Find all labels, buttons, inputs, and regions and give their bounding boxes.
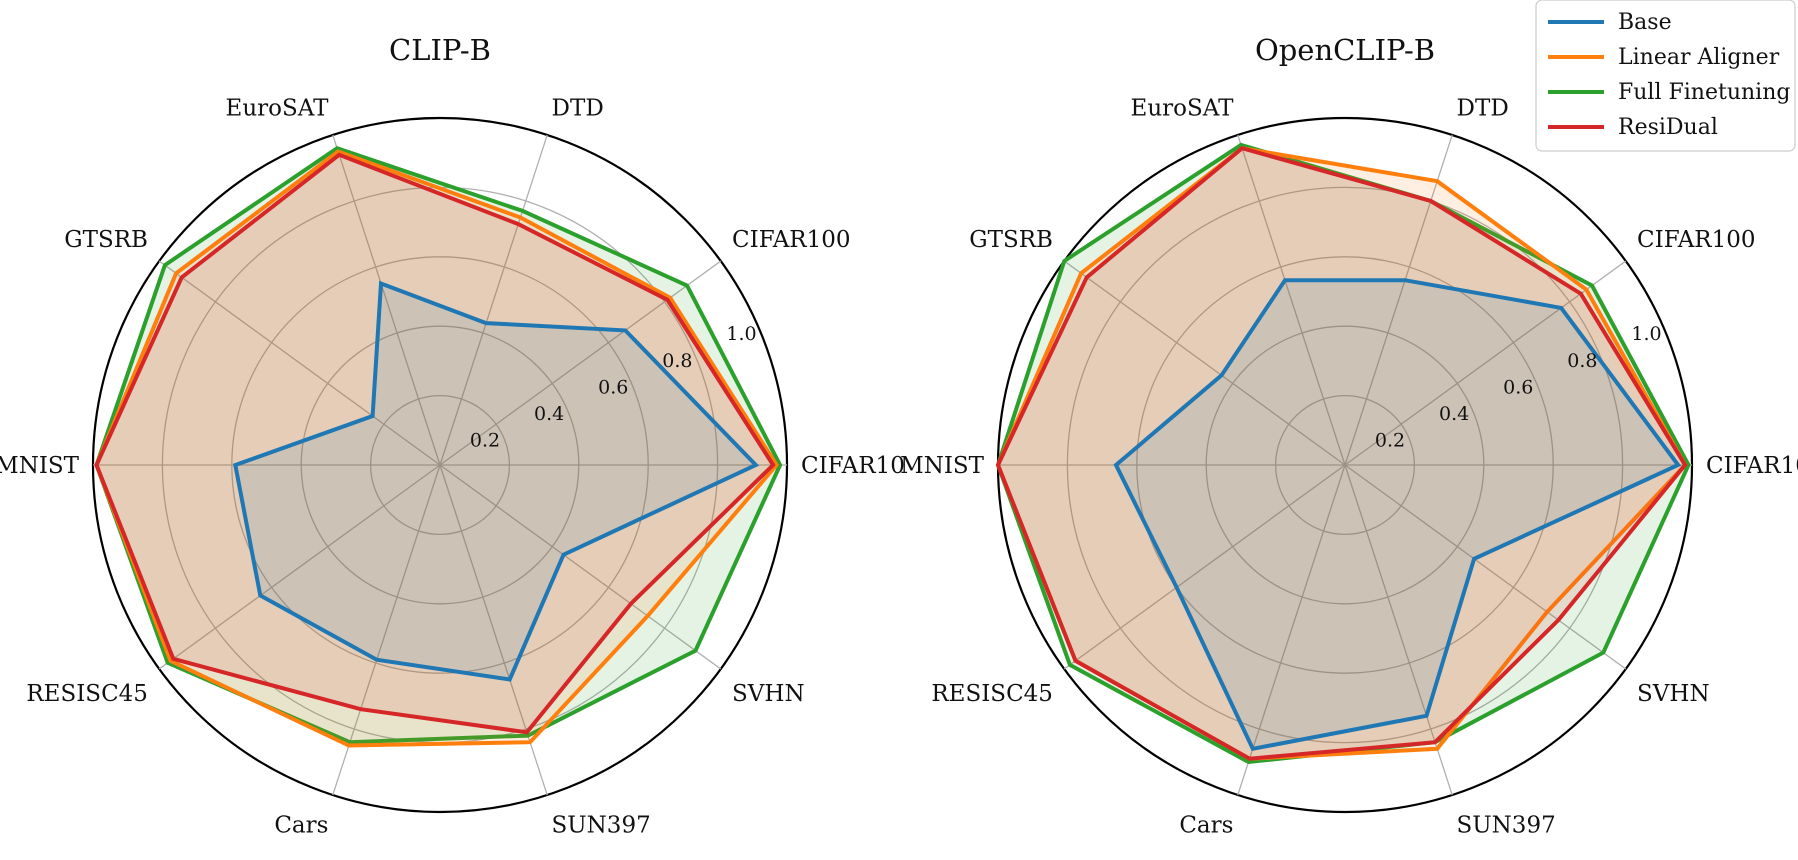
series-line-residual xyxy=(995,145,1688,761)
r-tick-label-1: 0.4 xyxy=(534,403,564,425)
spoke-cifar100 xyxy=(1344,260,1627,466)
r-tick-label-2: 0.6 xyxy=(1503,376,1533,398)
category-label-svhn: SVHN xyxy=(732,681,805,707)
series-line-base xyxy=(1113,278,1682,752)
spoke-resisc45 xyxy=(1063,464,1346,670)
r-tick-label-4: 1.0 xyxy=(1631,323,1661,345)
spoke-resisc45 xyxy=(158,464,441,670)
series-area-base xyxy=(1116,280,1679,749)
category-label-svhn: SVHN xyxy=(1637,681,1710,707)
spoke-eurosat xyxy=(332,134,441,466)
spoke-eurosat xyxy=(1237,134,1346,466)
r-tick-label-3: 0.8 xyxy=(1567,350,1597,372)
r-tick-label-0: 0.2 xyxy=(470,429,500,451)
category-label-cifar10: CIFAR10 xyxy=(1706,453,1798,479)
legend-entry-linear-aligner: Linear Aligner xyxy=(1548,45,1780,70)
radar-panel-clip-b: CLIP-B 0.2 0.4 0.6 0.8 1.0 CIFAR10 CIFAR100 DTD E… xyxy=(0,33,905,838)
category-label-eurosat: EuroSAT xyxy=(226,96,330,122)
legend: Base Linear Aligner Full Finetuning Resi… xyxy=(1535,0,1796,152)
category-label-sun397: SUN397 xyxy=(552,812,651,838)
legend-label-residual: ResiDual xyxy=(1618,115,1718,140)
spoke-cars xyxy=(1237,464,1346,796)
r-tick-label-1: 0.4 xyxy=(1439,403,1469,425)
legend-entry-residual: ResiDual xyxy=(1548,115,1718,140)
spoke-svhn xyxy=(439,464,722,670)
category-label-cars: Cars xyxy=(274,812,328,838)
category-label-gtsrb: GTSRB xyxy=(969,227,1053,253)
spoke-sun397 xyxy=(1344,464,1453,796)
series-line-residual xyxy=(94,152,776,735)
spoke-cifar100 xyxy=(439,260,722,466)
legend-entry-full-finetuning: Full Finetuning xyxy=(1548,80,1790,105)
legend-label-base: Base xyxy=(1618,10,1672,35)
chart-title-clip-b: CLIP-B xyxy=(389,33,491,67)
series-area-base xyxy=(235,283,756,680)
category-label-dtd: DTD xyxy=(1457,96,1509,122)
r-tick-label-3: 0.8 xyxy=(662,350,692,372)
chart-title-openclip-b: OpenCLIP-B xyxy=(1255,33,1435,67)
r-tick-label-0: 0.2 xyxy=(1375,429,1405,451)
series-area-full-finetuning xyxy=(96,148,781,743)
spoke-cars xyxy=(332,464,441,796)
category-label-mnist: MNIST xyxy=(0,453,80,479)
legend-entry-base: Base xyxy=(1548,10,1672,35)
category-label-cifar100: CIFAR100 xyxy=(1637,227,1755,253)
spoke-sun397 xyxy=(439,464,548,796)
category-label-dtd: DTD xyxy=(552,96,604,122)
category-label-gtsrb: GTSRB xyxy=(64,227,148,253)
radar-panel-openclip-b: OpenCLIP-B 0.2 0.4 0.6 0.8 1.0 CIFAR10 CIFAR100… xyxy=(900,33,1798,838)
category-label-cifar100: CIFAR100 xyxy=(732,227,850,253)
category-label-cifar10: CIFAR10 xyxy=(801,453,905,479)
category-label-mnist: MNIST xyxy=(900,453,985,479)
category-label-sun397: SUN397 xyxy=(1457,812,1556,838)
spoke-dtd xyxy=(439,134,548,466)
spoke-dtd xyxy=(1344,134,1453,466)
r-tick-label-2: 0.6 xyxy=(598,376,628,398)
category-label-resisc45: RESISC45 xyxy=(931,681,1053,707)
category-label-resisc45: RESISC45 xyxy=(26,681,148,707)
series-line-base xyxy=(233,280,760,682)
spoke-svhn xyxy=(1344,464,1627,670)
legend-label-linear-aligner: Linear Aligner xyxy=(1618,45,1780,70)
spoke-gtsrb xyxy=(158,260,441,466)
legend-label-full-finetuning: Full Finetuning xyxy=(1618,80,1790,105)
series-area-residual xyxy=(96,154,774,733)
legend-frame xyxy=(1535,0,1796,152)
category-label-eurosat: EuroSAT xyxy=(1131,96,1235,122)
spoke-gtsrb xyxy=(1063,260,1346,466)
r-tick-label-4: 1.0 xyxy=(726,323,756,345)
category-label-cars: Cars xyxy=(1179,812,1233,838)
